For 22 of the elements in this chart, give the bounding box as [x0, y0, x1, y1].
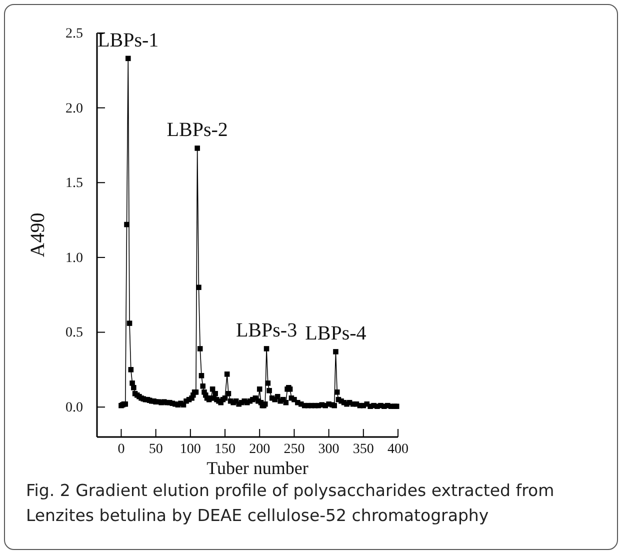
x-tick-label: 50: [148, 442, 163, 457]
y-tick-label: 2.0: [66, 101, 83, 116]
y-axis-title: A490: [27, 212, 49, 258]
annotation: LBPs-1: [98, 29, 159, 52]
x-tick-label: 250: [284, 442, 305, 457]
x-tick-label: 100: [180, 442, 201, 457]
annotation: LBPs-2: [166, 119, 228, 142]
x-tick-label: 200: [249, 442, 270, 457]
caption: Fig. 2 Gradient elution profile of polysaccharides extracted from Lenzites betulina by DEAE cellulose-52 chromatography: [26, 480, 556, 527]
x-axis-title: Tuber number: [206, 458, 308, 478]
x-tick-label: 350: [352, 442, 374, 457]
x-tick-label: 400: [388, 442, 408, 457]
x-tick-label: 150: [214, 442, 236, 457]
x-tick-label: 300: [318, 442, 340, 457]
y-tick-label: 0.5: [66, 326, 83, 341]
x-tick-label: 0: [118, 442, 125, 457]
y-tick-label: 0.0: [66, 400, 83, 416]
y-tick-label: 2.5: [66, 26, 83, 42]
y-tick-label: 1.5: [66, 176, 83, 192]
annotation: LBPs-3: [236, 320, 298, 342]
y-tick-label: 1.0: [66, 250, 83, 266]
annotation: LBPs-4: [305, 322, 366, 345]
